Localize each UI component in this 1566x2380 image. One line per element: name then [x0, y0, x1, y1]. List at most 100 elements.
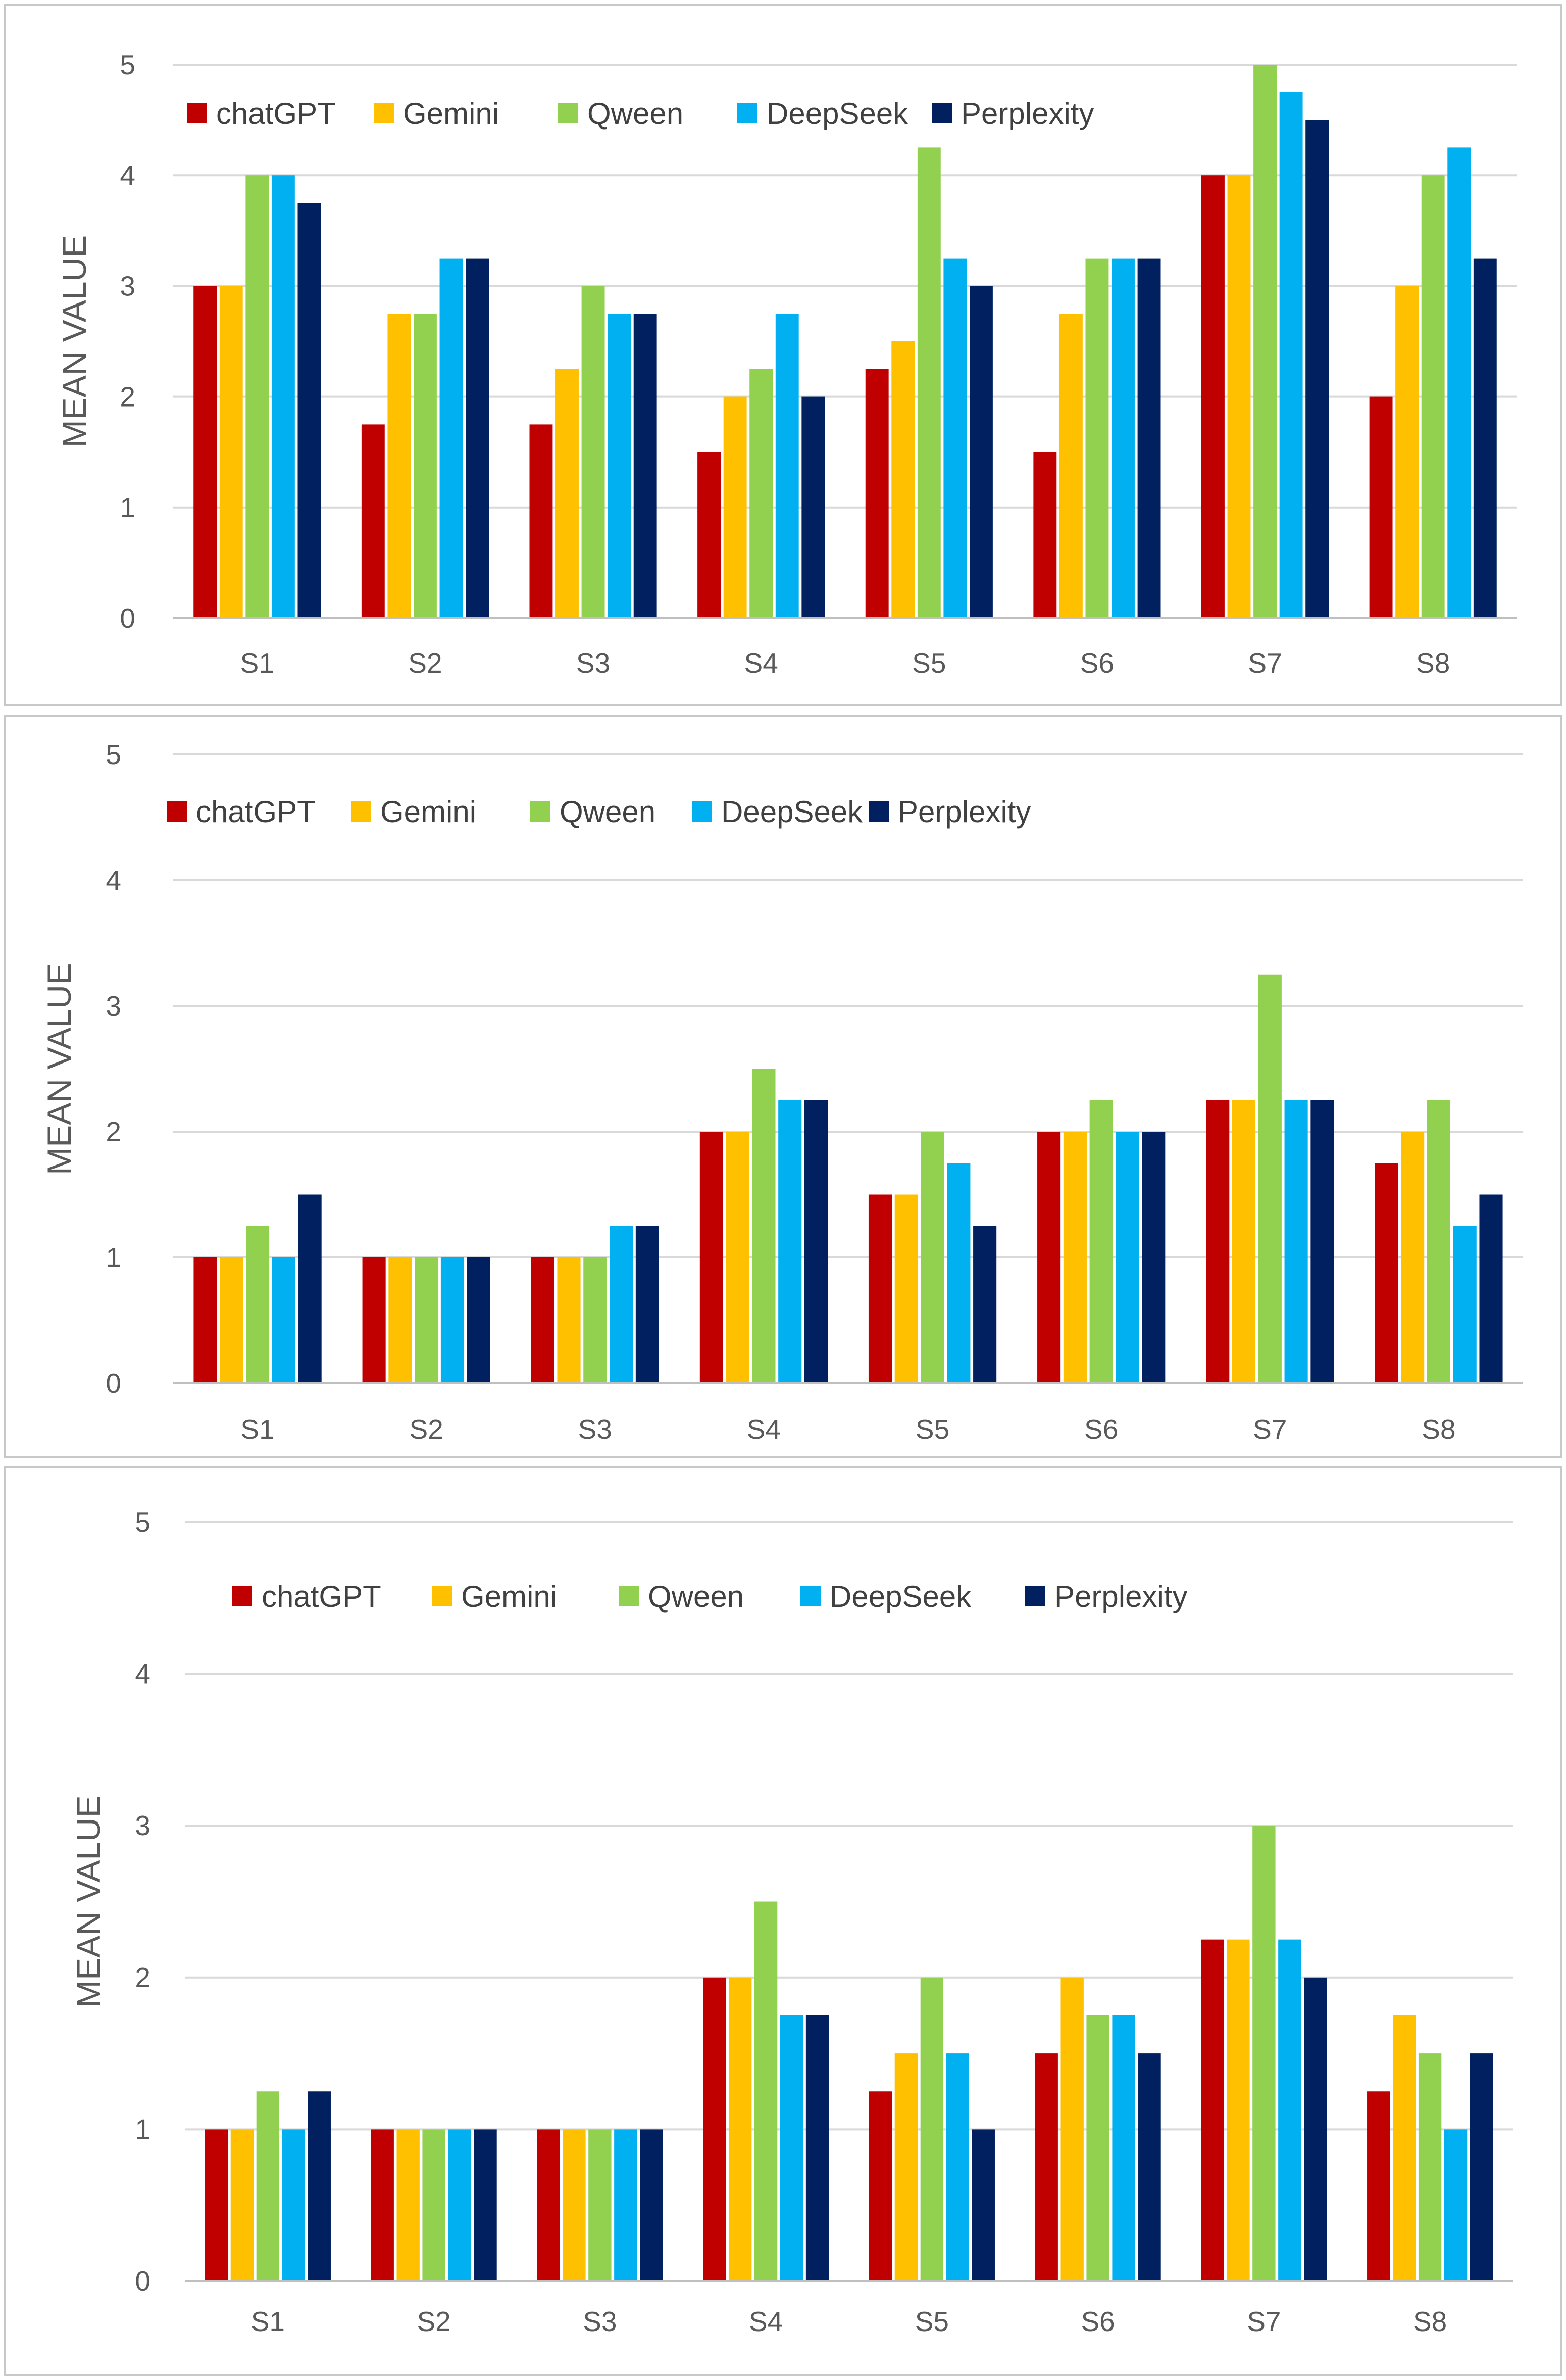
bar-3-S1-Gemini [230, 2129, 254, 2281]
y-tick-label-1-3: 3 [120, 270, 135, 301]
bar-3-S8-Gemini [1392, 2015, 1416, 2281]
bar-2-S4-Gemini [726, 1132, 749, 1383]
bar-2-S3-chatGPT [531, 1257, 554, 1383]
bar-2-S8-chatGPT [1375, 1163, 1398, 1383]
bar-3-S1-DeepSeek [282, 2129, 306, 2281]
bar-1-S5-Qween [917, 147, 941, 618]
bar-1-S4-chatGPT [697, 452, 721, 618]
x-tick-label-3-S5: S5 [915, 2306, 949, 2337]
bar-1-S2-DeepSeek [439, 258, 463, 619]
y-tick-label-1-2: 2 [120, 381, 135, 413]
legend-swatch-1-chatGPT [187, 103, 207, 123]
y-tick-label-3-5: 5 [135, 1506, 150, 1538]
chart-panel-1: 0 1 2 3 4 5 MEAN VALUE S1 S2 S3 S4 S5 S6 S7 S8 chatGPT G… [0, 0, 1566, 711]
bar-3-S4-chatGPT [703, 1977, 726, 2281]
bar-1-S5-DeepSeek [943, 258, 967, 619]
chart-panel-2: 0 1 2 3 4 5 MEAN VALUE S1 S2 S3 S4 S5 S6 S7 S8 chatGPT G… [0, 711, 1566, 1462]
bar-2-S4-Qween [752, 1069, 776, 1383]
bar-1-S7-Gemini [1227, 175, 1251, 618]
bar-3-S6-DeepSeek [1112, 2015, 1135, 2281]
y-tick-label-2-5: 5 [106, 739, 121, 770]
y-tick-label-2-3: 3 [106, 990, 121, 1022]
bar-3-S4-Perplexity [805, 2015, 829, 2281]
bar-3-S5-chatGPT [869, 2091, 892, 2281]
legend-label-1-Qween: Qween [587, 96, 683, 130]
bar-1-S7-chatGPT [1201, 175, 1225, 618]
bar-1-S4-Perplexity [801, 396, 825, 618]
x-tick-label-2-S3: S3 [578, 1413, 612, 1445]
chart-svg-2: 0 1 2 3 4 5 MEAN VALUE S1 S2 S3 S4 S5 S6 S7 S8 chatGPT G… [4, 715, 1562, 1458]
bar-1-S6-Qween [1085, 258, 1109, 619]
bar-2-S1-Qween [246, 1226, 270, 1383]
bar-1-S2-Qween [413, 314, 437, 618]
bar-1-S2-Perplexity [466, 258, 489, 619]
legend-swatch-1-Qween [558, 103, 578, 123]
bar-2-S8-Qween [1427, 1100, 1450, 1383]
bar-1-S8-chatGPT [1369, 396, 1393, 618]
x-tick-label-3-S1: S1 [251, 2306, 285, 2337]
bar-3-S3-Perplexity [640, 2129, 663, 2281]
x-tick-label-1-S6: S6 [1080, 647, 1114, 679]
bar-2-S4-DeepSeek [778, 1100, 802, 1383]
x-tick-label-1-S7: S7 [1248, 647, 1282, 679]
bar-1-S6-Perplexity [1137, 258, 1161, 619]
x-tick-label-3-S2: S2 [417, 2306, 450, 2337]
bar-3-S8-Qween [1418, 2053, 1442, 2281]
x-tick-label-1-S2: S2 [408, 647, 442, 679]
legend-swatch-2-Gemini [351, 801, 371, 822]
x-tick-label-3-S6: S6 [1081, 2306, 1115, 2337]
x-tick-label-2-S4: S4 [747, 1413, 781, 1445]
legend-swatch-1-DeepSeek [737, 103, 757, 123]
bar-1-S3-chatGPT [529, 424, 553, 618]
chart-panel-3: 0 1 2 3 4 5 MEAN VALUE S1 S2 S3 S4 S5 S6 S7 S8 chatGPT G… [0, 1462, 1566, 2380]
bar-2-S3-Gemini [557, 1257, 581, 1383]
bar-3-S7-Qween [1252, 1826, 1276, 2281]
bar-3-S4-DeepSeek [780, 2015, 803, 2281]
legend-label-3-Qween: Qween [648, 1580, 744, 1613]
bar-2-S1-chatGPT [193, 1257, 217, 1383]
bar-2-S2-Gemini [388, 1257, 412, 1383]
bar-3-S1-chatGPT [205, 2129, 228, 2281]
legend-label-3-Gemini: Gemini [461, 1580, 557, 1613]
legend-label-1-Perplexity: Perplexity [961, 96, 1094, 130]
bar-3-S6-Gemini [1060, 1977, 1084, 2281]
bar-1-S5-chatGPT [865, 369, 889, 618]
bar-3-S2-Qween [422, 2129, 445, 2281]
bar-1-S2-Gemini [387, 314, 411, 618]
bar-1-S3-Qween [581, 286, 605, 618]
legend-swatch-3-Gemini [432, 1586, 452, 1606]
legend-label-2-Perplexity: Perplexity [898, 795, 1031, 829]
bar-1-S6-chatGPT [1033, 452, 1057, 618]
legend-swatch-2-Perplexity [869, 801, 889, 822]
bar-3-S3-Qween [588, 2129, 612, 2281]
legend-label-1-chatGPT: chatGPT [216, 96, 336, 130]
bar-2-S7-chatGPT [1206, 1100, 1230, 1383]
bar-3-S8-Perplexity [1470, 2053, 1493, 2281]
legend-label-2-Gemini: Gemini [380, 795, 476, 829]
y-tick-label-1-1: 1 [120, 492, 135, 523]
bar-2-S2-Perplexity [467, 1257, 490, 1383]
x-tick-label-3-S3: S3 [583, 2306, 617, 2337]
bar-1-S1-chatGPT [193, 286, 217, 618]
bar-2-S7-DeepSeek [1284, 1100, 1308, 1383]
x-tick-label-3-S8: S8 [1413, 2306, 1447, 2337]
bar-1-S6-Gemini [1059, 314, 1083, 618]
y-tick-label-1-0: 0 [120, 602, 135, 634]
bar-3-S3-chatGPT [537, 2129, 560, 2281]
legend-swatch-3-Perplexity [1025, 1586, 1045, 1606]
bar-2-S1-DeepSeek [272, 1257, 295, 1383]
bar-3-S4-Gemini [728, 1977, 752, 2281]
bar-3-S6-Perplexity [1138, 2053, 1161, 2281]
x-tick-label-2-S5: S5 [916, 1413, 949, 1445]
bar-1-S5-Gemini [891, 341, 915, 618]
x-tick-label-1-S5: S5 [912, 647, 946, 679]
bar-1-S4-DeepSeek [775, 314, 799, 618]
bar-3-S6-chatGPT [1035, 2053, 1058, 2281]
x-tick-label-3-S7: S7 [1247, 2306, 1281, 2337]
y-tick-label-1-4: 4 [120, 160, 135, 191]
legend-label-3-chatGPT: chatGPT [262, 1580, 381, 1613]
x-tick-label-1-S4: S4 [744, 647, 778, 679]
bar-2-S4-chatGPT [699, 1132, 723, 1383]
bar-3-S2-DeepSeek [448, 2129, 471, 2281]
legend-label-3-DeepSeek: DeepSeek [830, 1580, 972, 1613]
